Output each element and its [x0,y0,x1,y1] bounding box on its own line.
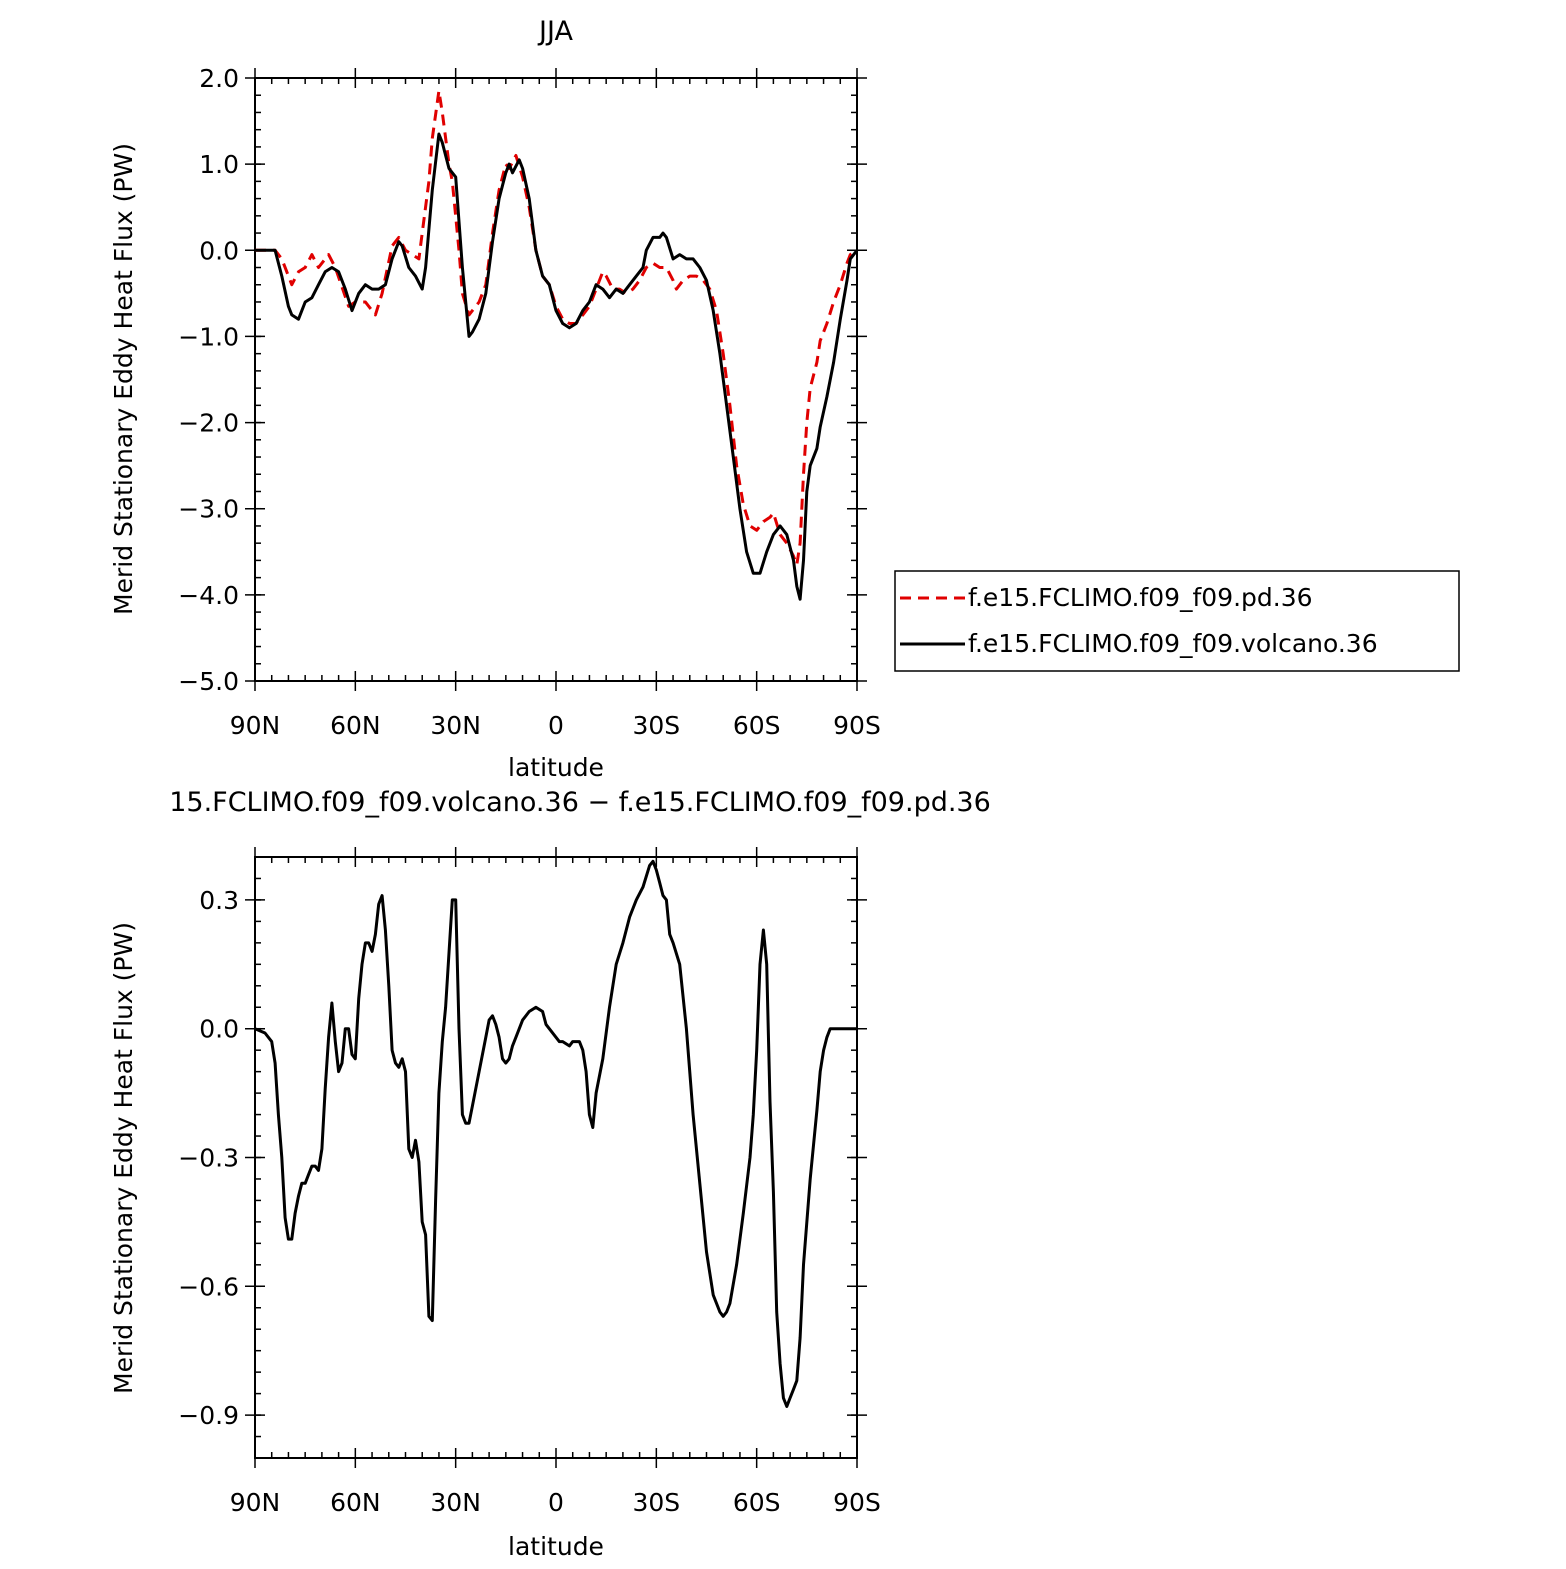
y-tick-label: −0.9 [178,1401,239,1430]
x-tick-label: 30S [632,711,680,740]
bottom-panel: 15.FCLIMO.f09_f09.volcano.36 − f.e15.FCL… [109,787,991,1561]
series-line-0-1 [255,132,859,601]
y-tick-label: 1.0 [199,150,239,179]
top-panel: JJA Merid Stationary Eddy Heat Flux (PW)… [109,16,881,782]
x-tick-label: 60S [733,1488,781,1517]
plot-frame [254,77,858,682]
top-x-axis-label: latitude [508,753,604,782]
y-tick-label: −0.6 [178,1272,239,1301]
bottom-chart-title: 15.FCLIMO.f09_f09.volcano.36 − f.e15.FCL… [169,787,991,818]
legend: f.e15.FCLIMO.f09_f09.pd.36 f.e15.FCLIMO.… [894,570,1460,672]
series-line-0-0 [255,89,858,567]
legend-label-volcano: f.e15.FCLIMO.f09_f09.volcano.36 [968,629,1378,658]
y-tick-label: −3.0 [178,495,239,524]
x-tick-label: 30S [632,1488,680,1517]
y-tick-label: −5.0 [178,667,239,696]
x-tick-label: 0 [548,711,564,740]
series-line-1-0 [254,859,857,1408]
y-tick-label: −0.3 [178,1144,239,1173]
y-tick-label: 0.3 [199,886,239,915]
top-y-axis-label: Merid Stationary Eddy Heat Flux (PW) [109,143,138,615]
y-tick-label: 0.0 [199,236,239,265]
x-tick-label: 90S [833,711,881,740]
x-tick-label: 60N [330,711,381,740]
top-chart-title: JJA [537,16,573,47]
x-tick-label: 60N [330,1488,381,1517]
y-tick-label: 2.0 [199,64,239,93]
y-tick-label: −4.0 [178,581,239,610]
legend-box [894,570,1460,672]
legend-label-pd: f.e15.FCLIMO.f09_f09.pd.36 [968,583,1313,612]
x-tick-label: 60S [733,711,781,740]
x-tick-label: 90N [230,1488,281,1517]
bottom-y-axis-label: Merid Stationary Eddy Heat Flux (PW) [109,922,138,1394]
y-tick-label: −1.0 [178,322,239,351]
x-tick-label: 0 [548,1488,564,1517]
y-tick-label: −2.0 [178,409,239,438]
x-tick-label: 90N [230,711,281,740]
y-tick-label: 0.0 [199,1015,239,1044]
x-tick-label: 90S [833,1488,881,1517]
plot-frame [254,856,858,1459]
x-tick-label: 30N [430,711,481,740]
bottom-x-axis-label: latitude [508,1532,604,1561]
x-tick-label: 30N [430,1488,481,1517]
